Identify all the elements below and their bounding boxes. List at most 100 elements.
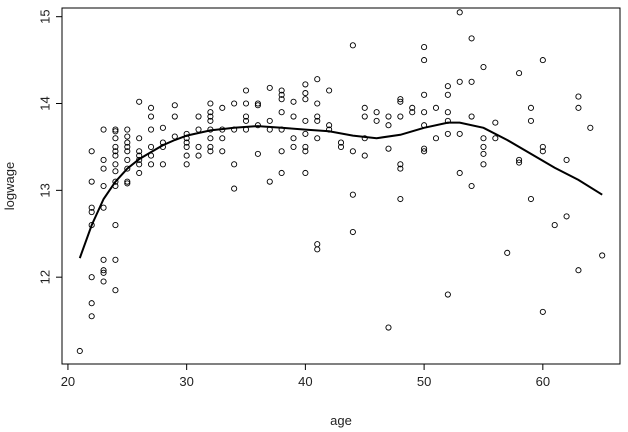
y-axis-title: logwage [2,162,17,210]
data-point [88,178,95,185]
data-point [302,130,309,137]
y-axis: 12 13 14 15 [37,9,62,284]
data-point [147,143,155,150]
data-point [314,76,321,83]
data-point [539,148,546,155]
data-point [527,104,535,111]
data-point [112,222,119,229]
data-point [385,122,392,129]
data-point [88,208,95,216]
data-point [456,130,463,137]
data-point [278,169,285,177]
data-point [266,178,273,185]
x-tick-label: 20 [61,374,75,389]
data-point [254,100,261,107]
data-point [302,148,309,155]
data-point [100,165,107,172]
data-point [302,117,309,124]
data-point [124,139,131,146]
data-point [361,152,368,159]
data-point [112,287,119,294]
y-tick-label: 12 [37,270,52,284]
data-point [290,113,297,120]
y-tick-label: 15 [37,9,52,23]
data-point [480,63,487,71]
data-point [421,109,428,116]
data-point [480,161,487,168]
data-point [195,113,202,120]
data-point [516,70,523,77]
data-point [254,150,261,157]
data-point [397,113,404,120]
data-point [278,148,285,155]
data-point [492,119,499,126]
data-point [242,100,250,107]
data-point [266,84,273,91]
data-point [492,135,499,142]
data-point [539,143,546,150]
data-point [349,148,356,155]
data-point [278,91,285,98]
data-point [183,139,190,146]
x-tick-label: 50 [417,374,431,389]
data-point [421,57,428,64]
data-point [159,161,166,168]
data-point [290,143,297,150]
data-point [421,91,428,98]
x-axis-title: age [330,413,352,428]
data-point [361,135,368,142]
data-point [124,156,131,164]
data-point [207,109,214,116]
data-point [195,143,202,150]
data-point [242,113,250,120]
x-tick-label: 60 [536,374,550,389]
data-point [456,169,463,177]
data-point [254,102,261,109]
smooth-curve [78,121,603,259]
data-point [361,113,368,120]
x-tick-label: 40 [298,374,312,389]
data-point [112,126,119,133]
data-point [314,241,321,248]
y-tick-label: 13 [37,183,52,197]
data-point [314,246,321,253]
data-point [302,81,309,88]
data-point [563,213,570,220]
data-point [112,168,119,175]
data-point [397,98,404,105]
data-point [421,145,428,152]
data-point [468,35,475,42]
data-point [302,96,309,103]
data-point [349,191,356,198]
data-point [480,150,487,157]
data-point [231,161,238,168]
data-point [349,42,356,49]
data-point [397,96,404,103]
data-point [124,178,131,185]
data-point [231,185,238,192]
data-point [539,57,546,64]
data-point [504,249,511,256]
data-point [432,104,440,111]
data-point [314,117,321,124]
data-point [147,104,155,111]
data-point [480,135,487,142]
data-point [171,102,178,109]
data-point [100,126,107,133]
data-point [171,113,178,120]
data-point [599,252,606,259]
data-point [302,143,309,150]
data-point [385,145,392,152]
data-point [254,122,261,129]
data-point [100,182,107,190]
data-point [183,152,190,159]
data-point [587,124,594,131]
data-point [88,148,95,155]
data-point [539,308,546,315]
data-point [112,143,119,150]
plot-box [61,7,621,365]
data-point [100,156,107,164]
data-point [136,98,143,105]
data-point [444,291,451,298]
